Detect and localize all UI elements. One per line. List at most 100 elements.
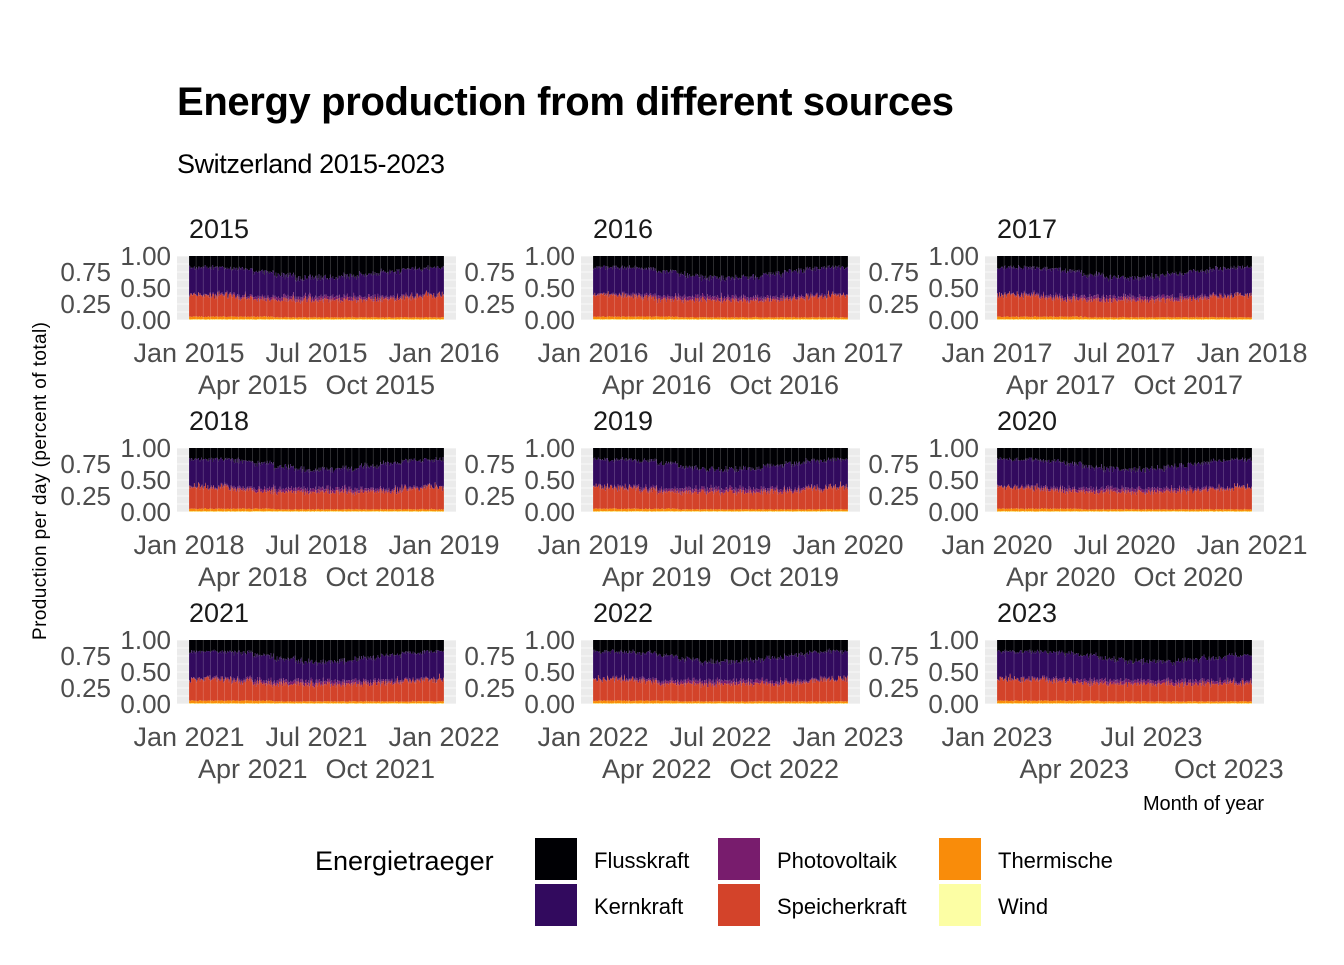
legend-label: Kernkraft (594, 894, 683, 919)
y-tick-label: 1.00 (524, 241, 575, 271)
facet-label: 2019 (593, 406, 653, 436)
area-thermische (997, 316, 1252, 320)
y-tick-label: 0.00 (120, 497, 171, 527)
x-tick-label: Jul 2015 (265, 338, 367, 368)
x-tick-label: Jul 2019 (669, 530, 771, 560)
y-tick-label: 0.25 (60, 481, 111, 511)
legend-label: Photovoltaik (777, 848, 898, 873)
area-kernkraft (997, 265, 1252, 301)
x-tick-label: Apr 2021 (198, 754, 308, 784)
area-flusskraft (593, 256, 848, 282)
area-speicherkraft (593, 675, 848, 703)
chart-title: Energy production from different sources (177, 80, 954, 124)
area-flusskraft (997, 256, 1252, 282)
area-wind (593, 319, 848, 320)
area-kernkraft (189, 457, 444, 493)
y-tick-label: 0.50 (928, 273, 979, 303)
area-thermische (593, 508, 848, 512)
legend-swatch (718, 884, 760, 926)
x-tick-label: Apr 2015 (198, 370, 308, 400)
facet-label: 2020 (997, 406, 1057, 436)
x-tick-label: Jan 2018 (1196, 338, 1307, 368)
area-speicherkraft (189, 290, 444, 319)
legend-item-thermische: Thermische (939, 838, 1113, 880)
y-tick-label: 0.00 (524, 305, 575, 335)
legend-swatch (939, 838, 981, 880)
area-thermische (593, 316, 848, 320)
y-tick-label: 0.50 (524, 465, 575, 495)
legend-item-wind: Wind (939, 884, 1048, 926)
y-tick-label: 0.50 (120, 657, 171, 687)
x-tick-label: Apr 2018 (198, 562, 308, 592)
legend-swatch (718, 838, 760, 880)
area-flusskraft (593, 640, 848, 666)
y-tick-label: 1.00 (928, 433, 979, 463)
legend-swatch (939, 884, 981, 926)
y-tick-label: 1.00 (120, 625, 171, 655)
area-speicherkraft (593, 291, 848, 319)
area-wind (189, 703, 444, 704)
x-tick-label: Jan 2018 (133, 530, 244, 560)
x-tick-label: Jul 2018 (265, 530, 367, 560)
x-tick-label: Jan 2019 (388, 530, 499, 560)
area-speicherkraft (997, 483, 1252, 511)
area-thermische (189, 700, 444, 704)
y-tick-label: 0.50 (120, 465, 171, 495)
y-tick-label: 0.25 (464, 481, 515, 511)
legend-item-speicherkraft: Speicherkraft (718, 884, 907, 926)
x-tick-label: Jan 2016 (537, 338, 648, 368)
x-tick-label: Jul 2023 (1100, 722, 1202, 752)
x-tick-label: Jul 2017 (1073, 338, 1175, 368)
x-tick-label: Jan 2020 (941, 530, 1052, 560)
y-tick-label: 0.00 (928, 497, 979, 527)
y-tick-label: 0.50 (120, 273, 171, 303)
x-tick-label: Oct 2017 (1133, 370, 1243, 400)
y-tick-label: 0.75 (464, 257, 515, 287)
area-photovoltaik (593, 481, 848, 496)
x-tick-label: Jan 2015 (133, 338, 244, 368)
y-tick-label: 0.75 (60, 641, 111, 671)
legend-label: Thermische (998, 848, 1113, 873)
area-kernkraft (189, 265, 444, 301)
facet-label: 2017 (997, 214, 1057, 244)
facet-label: 2016 (593, 214, 653, 244)
area-flusskraft (189, 640, 444, 666)
x-tick-label: Jan 2016 (388, 338, 499, 368)
x-tick-label: Jan 2017 (941, 338, 1052, 368)
area-speicherkraft (997, 291, 1252, 318)
legend-swatch (535, 884, 577, 926)
x-tick-label: Oct 2018 (325, 562, 435, 592)
area-kernkraft (997, 649, 1252, 685)
area-wind (593, 703, 848, 704)
x-tick-label: Jan 2020 (792, 530, 903, 560)
area-photovoltaik (593, 674, 848, 688)
area-kernkraft (593, 456, 848, 493)
x-tick-label: Apr 2019 (602, 562, 712, 592)
x-tick-label: Jan 2017 (792, 338, 903, 368)
legend-item-flusskraft: Flusskraft (535, 838, 689, 880)
area-kernkraft (593, 648, 848, 685)
y-tick-label: 1.00 (928, 625, 979, 655)
y-tick-label: 1.00 (120, 433, 171, 463)
y-tick-label: 1.00 (524, 625, 575, 655)
x-tick-label: Apr 2017 (1006, 370, 1116, 400)
y-tick-label: 0.50 (524, 657, 575, 687)
x-tick-label: Oct 2020 (1133, 562, 1243, 592)
x-tick-label: Oct 2015 (325, 370, 435, 400)
y-tick-label: 0.75 (868, 257, 919, 287)
x-tick-label: Apr 2020 (1006, 562, 1116, 592)
y-tick-label: 0.00 (524, 497, 575, 527)
x-tick-label: Jul 2016 (669, 338, 771, 368)
x-tick-label: Jan 2022 (537, 722, 648, 752)
area-flusskraft (997, 640, 1252, 666)
area-speicherkraft (997, 674, 1252, 702)
y-tick-label: 0.75 (868, 449, 919, 479)
area-thermische (593, 700, 848, 704)
